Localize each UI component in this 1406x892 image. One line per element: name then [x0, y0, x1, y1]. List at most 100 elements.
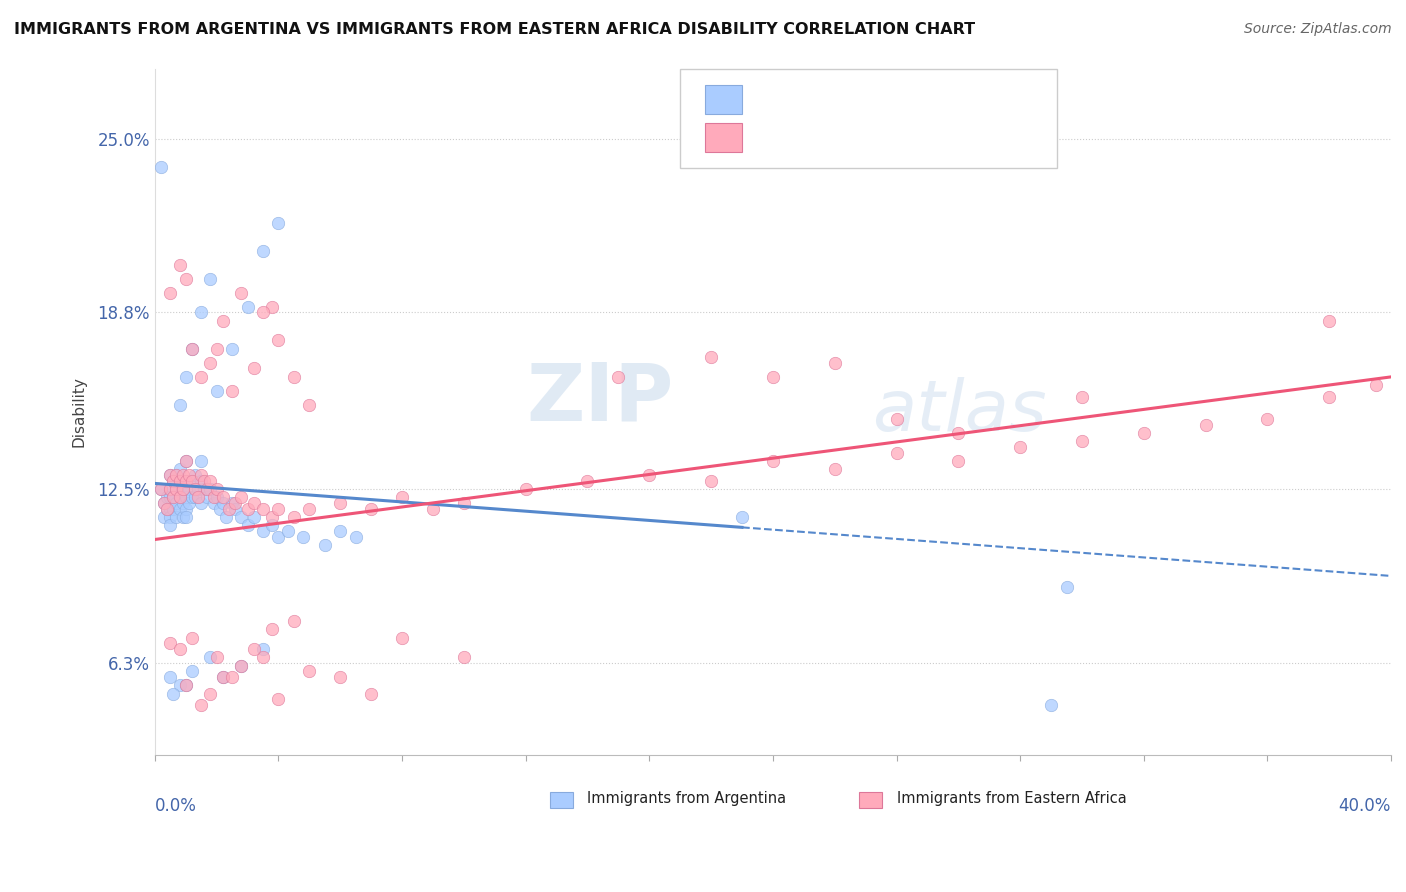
Point — [948, 454, 970, 468]
Text: 0.0%: 0.0% — [155, 797, 197, 814]
Point — [242, 510, 264, 524]
Point — [211, 670, 233, 684]
Point — [298, 665, 321, 679]
Point — [360, 501, 382, 516]
Point — [150, 160, 173, 174]
Point — [190, 454, 212, 468]
Point — [169, 258, 191, 272]
Point — [184, 468, 207, 483]
Point — [886, 412, 908, 426]
Point — [221, 384, 243, 398]
Point — [283, 370, 305, 384]
Point — [174, 678, 197, 692]
Point — [166, 468, 188, 483]
Point — [886, 445, 908, 459]
Point — [1364, 378, 1386, 392]
Point — [1132, 425, 1154, 440]
Point — [344, 530, 367, 544]
Point — [231, 658, 253, 673]
Point — [200, 687, 222, 701]
Point — [174, 454, 197, 468]
Point — [298, 398, 321, 412]
Point — [169, 491, 191, 505]
Point — [174, 474, 197, 488]
Point — [1317, 314, 1340, 328]
Point — [195, 491, 218, 505]
Text: ZIP: ZIP — [527, 359, 673, 437]
Point — [267, 692, 290, 706]
Point — [236, 300, 259, 314]
Text: Source: ZipAtlas.com: Source: ZipAtlas.com — [1244, 22, 1392, 37]
Point — [150, 482, 173, 496]
Point — [700, 474, 723, 488]
Point — [193, 482, 215, 496]
Point — [242, 641, 264, 656]
Point — [159, 510, 181, 524]
Point — [824, 356, 846, 370]
Point — [1071, 390, 1094, 404]
FancyBboxPatch shape — [859, 792, 882, 807]
Point — [156, 501, 179, 516]
Point — [181, 631, 204, 645]
Point — [181, 491, 204, 505]
Point — [174, 678, 197, 692]
Point — [190, 370, 212, 384]
Point — [159, 482, 181, 496]
Point — [190, 474, 212, 488]
Text: atlas: atlas — [872, 377, 1046, 446]
Point — [177, 482, 200, 496]
Text: N =: N = — [894, 90, 934, 109]
Point — [159, 636, 181, 650]
Point — [267, 334, 290, 348]
Point — [205, 482, 228, 496]
Point — [174, 510, 197, 524]
Point — [153, 496, 176, 510]
Point — [150, 482, 173, 496]
Point — [762, 454, 785, 468]
FancyBboxPatch shape — [550, 792, 572, 807]
Point — [252, 650, 274, 665]
Point — [948, 425, 970, 440]
Point — [156, 501, 179, 516]
Point — [153, 510, 176, 524]
Point — [169, 641, 191, 656]
Point — [314, 538, 336, 552]
Point — [211, 314, 233, 328]
Point — [187, 482, 209, 496]
Point — [262, 300, 284, 314]
Text: IMMIGRANTS FROM ARGENTINA VS IMMIGRANTS FROM EASTERN AFRICA DISABILITY CORRELATI: IMMIGRANTS FROM ARGENTINA VS IMMIGRANTS … — [14, 22, 976, 37]
Point — [200, 650, 222, 665]
Point — [202, 491, 225, 505]
Point — [190, 698, 212, 712]
Point — [231, 658, 253, 673]
Point — [211, 496, 233, 510]
FancyBboxPatch shape — [704, 85, 742, 114]
Point — [267, 530, 290, 544]
Point — [283, 510, 305, 524]
Point — [156, 491, 179, 505]
Point — [187, 491, 209, 505]
Point — [162, 474, 184, 488]
Point — [172, 510, 194, 524]
Text: 40.0%: 40.0% — [1339, 797, 1391, 814]
Text: Immigrants from Eastern Africa: Immigrants from Eastern Africa — [897, 791, 1126, 806]
Point — [169, 474, 191, 488]
Point — [231, 491, 253, 505]
Point — [329, 524, 352, 538]
Point — [262, 510, 284, 524]
Point — [159, 468, 181, 483]
Point — [190, 305, 212, 319]
Point — [172, 468, 194, 483]
Point — [252, 641, 274, 656]
Point — [262, 622, 284, 636]
Point — [162, 501, 184, 516]
Point — [252, 501, 274, 516]
Point — [221, 670, 243, 684]
Text: N =: N = — [894, 128, 934, 146]
Point — [1056, 580, 1078, 594]
Point — [190, 468, 212, 483]
Point — [181, 474, 204, 488]
Point — [166, 482, 188, 496]
Point — [1071, 434, 1094, 449]
Point — [1317, 390, 1340, 404]
